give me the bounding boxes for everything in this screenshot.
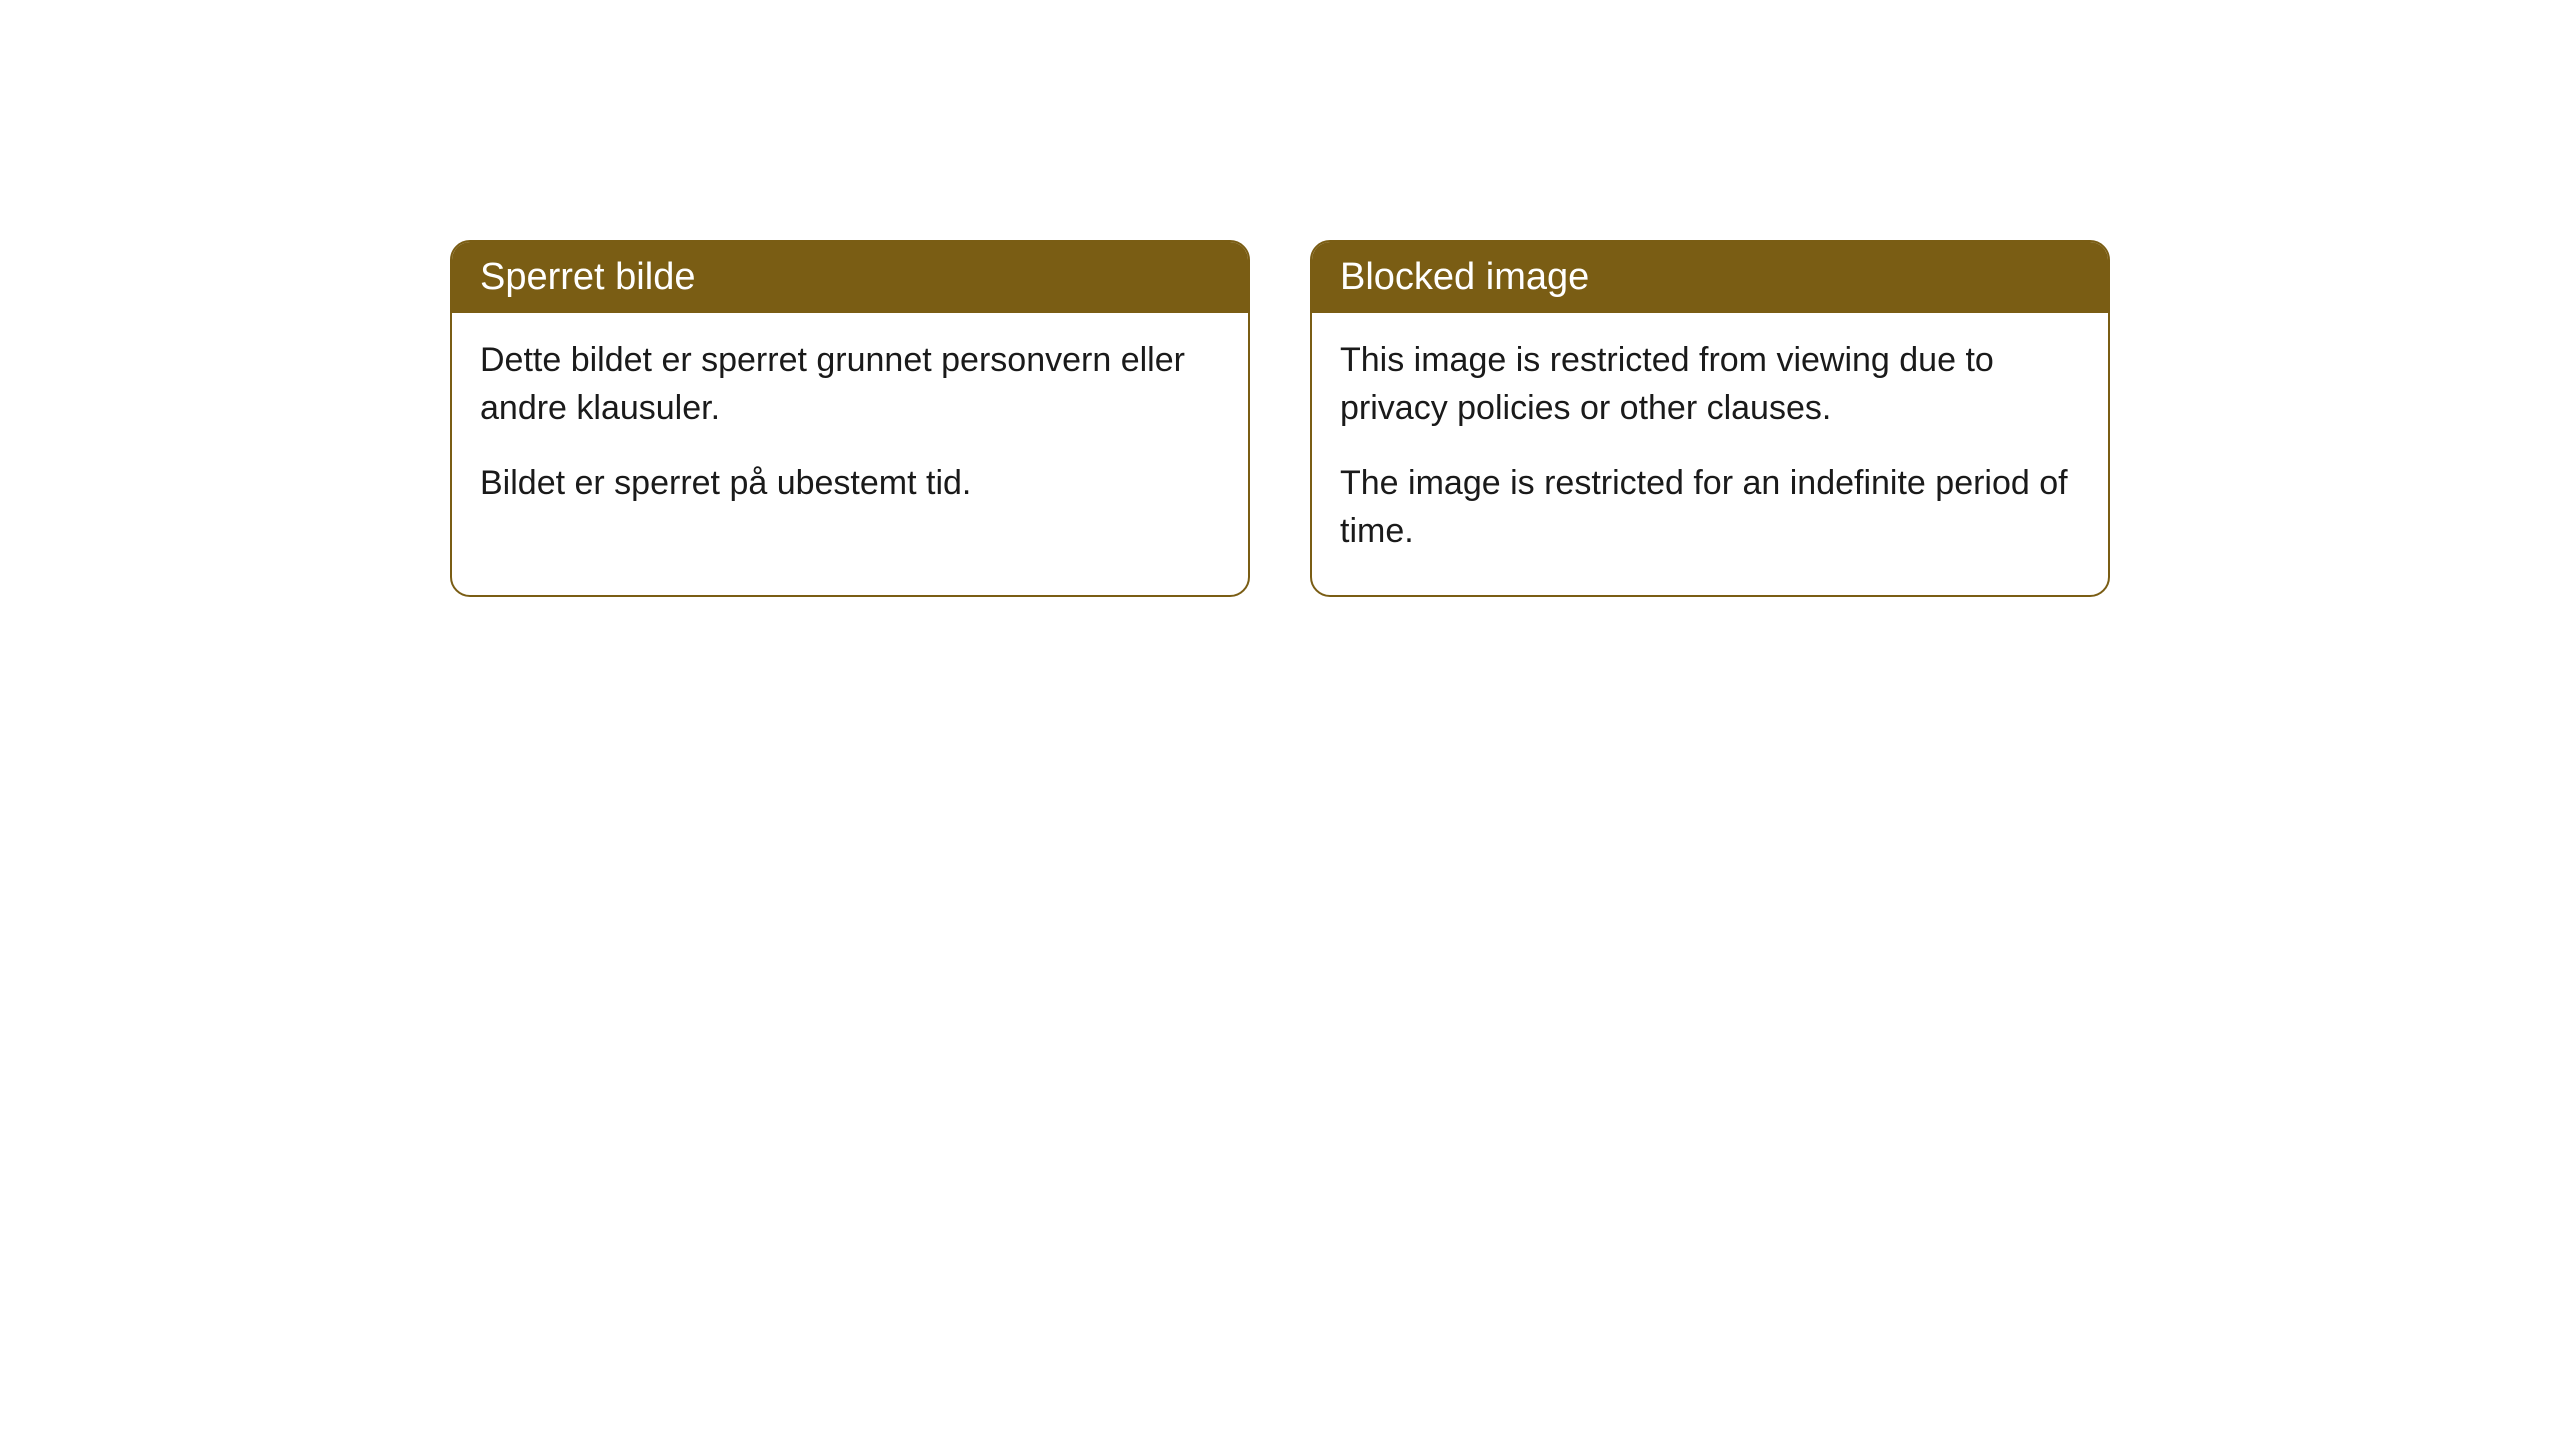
card-title: Blocked image [1340,256,1589,298]
card-paragraph: This image is restricted from viewing du… [1340,337,2080,432]
card-paragraph: Bildet er sperret på ubestemt tid. [480,460,1220,508]
card-paragraph: Dette bildet er sperret grunnet personve… [480,337,1220,432]
notice-cards-container: Sperret bilde Dette bildet er sperret gr… [450,240,2110,597]
card-body-norwegian: Dette bildet er sperret grunnet personve… [452,313,1248,548]
card-header-norwegian: Sperret bilde [452,242,1248,313]
notice-card-english: Blocked image This image is restricted f… [1310,240,2110,597]
card-title: Sperret bilde [480,256,695,298]
card-paragraph: The image is restricted for an indefinit… [1340,460,2080,555]
card-body-english: This image is restricted from viewing du… [1312,313,2108,595]
card-header-english: Blocked image [1312,242,2108,313]
notice-card-norwegian: Sperret bilde Dette bildet er sperret gr… [450,240,1250,597]
